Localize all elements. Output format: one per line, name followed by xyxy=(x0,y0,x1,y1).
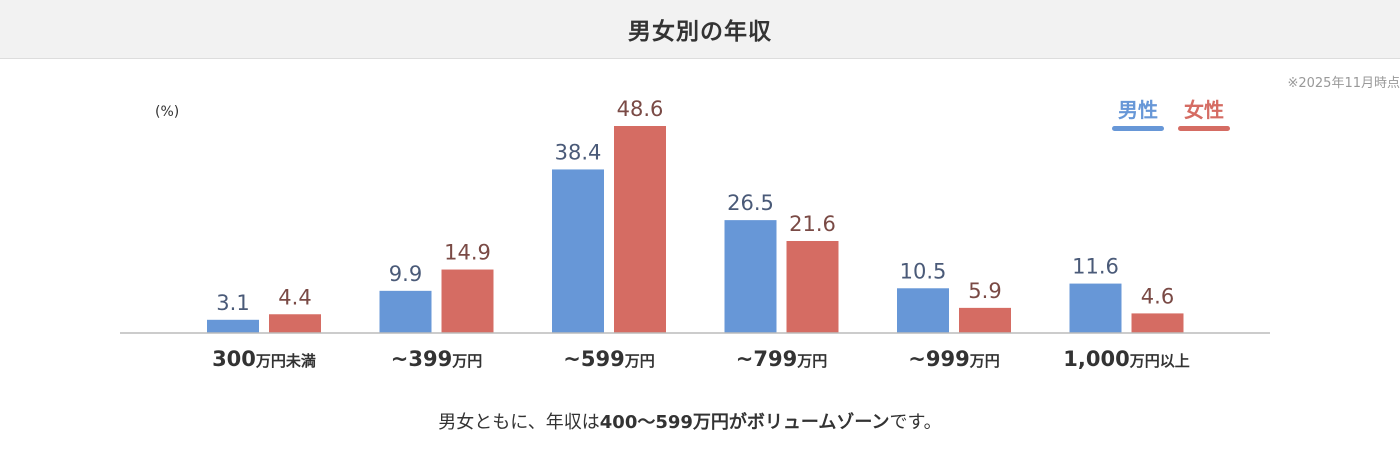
bar-male xyxy=(379,290,432,333)
x-tick-label: 1,000万円以上 xyxy=(1063,347,1189,371)
legend-label-male: 男性 xyxy=(1118,98,1158,122)
value-label-male: 3.1 xyxy=(216,291,249,315)
x-tick-label: ~799万円 xyxy=(736,347,827,371)
x-tick-label: ~999万円 xyxy=(908,347,999,371)
note-prefix: 男女ともに、年収は xyxy=(438,412,600,433)
bar-male xyxy=(724,220,777,333)
bar-male xyxy=(1069,283,1122,333)
legend-item-male: 男性 xyxy=(1112,97,1164,131)
value-label-male: 26.5 xyxy=(727,191,774,215)
legend-label-female: 女性 xyxy=(1184,98,1224,122)
bar-chart: 3.1 4.4 300万円未満 9.9 14.9 ~399万円 38.4 48.6 ~599万円… xyxy=(120,97,1270,371)
chart-header: 男女別の年収 xyxy=(0,0,1400,59)
chart-legend: 男性 女性 xyxy=(1112,97,1230,131)
value-label-female: 21.6 xyxy=(789,212,836,236)
legend-swatch-male xyxy=(1112,126,1164,131)
value-label-female: 14.9 xyxy=(444,241,491,265)
note-suffix: です。 xyxy=(889,412,942,433)
value-label-female: 4.6 xyxy=(1141,284,1174,308)
as-of-date: ※2025年11月時点 xyxy=(1287,76,1400,91)
legend-item-female: 女性 xyxy=(1178,97,1230,131)
value-label-female: 48.6 xyxy=(617,97,664,121)
bar-female xyxy=(959,307,1011,333)
bar-female xyxy=(786,241,839,333)
bar-female xyxy=(1131,313,1184,333)
bar-male xyxy=(897,288,949,333)
value-label-male: 38.4 xyxy=(555,140,602,164)
summary-note: 男女ともに、年収は400〜599万円がボリュームゾーンです。 xyxy=(0,408,1380,434)
value-label-male: 10.5 xyxy=(900,259,947,283)
x-tick-label: ~599万円 xyxy=(563,347,654,371)
bar-male xyxy=(552,169,604,333)
value-label-female: 4.4 xyxy=(278,285,311,309)
chart-title: 男女別の年収 xyxy=(628,19,772,45)
note-highlight: 400〜599万円がボリュームゾーン xyxy=(599,412,890,433)
value-label-male: 9.9 xyxy=(389,262,422,286)
bar-female xyxy=(441,269,494,333)
x-tick-label: 300万円未満 xyxy=(212,347,316,371)
unit-label: (%) xyxy=(155,104,180,120)
bar-female xyxy=(269,314,321,333)
value-label-male: 11.6 xyxy=(1072,255,1119,279)
value-label-female: 5.9 xyxy=(968,279,1001,303)
x-tick-label: ~399万円 xyxy=(391,347,482,371)
legend-swatch-female xyxy=(1178,126,1230,131)
bar-female xyxy=(614,126,666,333)
bar-male xyxy=(207,319,259,333)
